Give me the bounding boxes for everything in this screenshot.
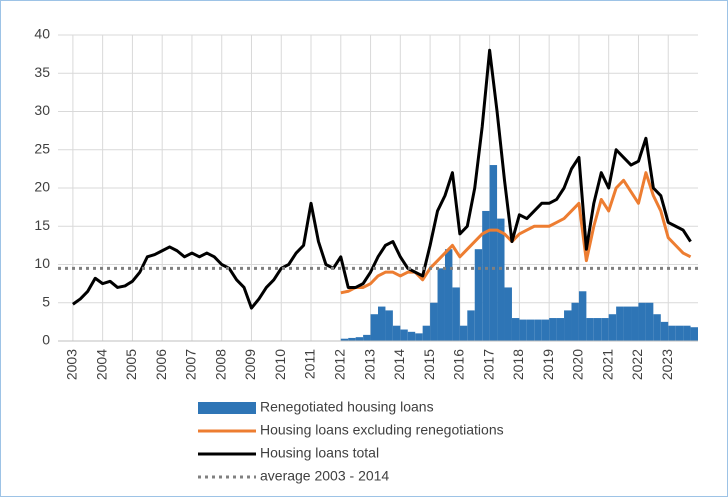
bar (363, 334, 371, 341)
y-tick-label: 20 (34, 179, 50, 195)
bar (348, 337, 356, 341)
bar (608, 314, 617, 341)
bar (578, 291, 587, 341)
y-tick-label: 10 (34, 255, 50, 271)
x-tick-label: 2012 (331, 349, 347, 380)
x-tick-label: 2005 (123, 349, 139, 380)
bar (400, 329, 408, 341)
bar (504, 287, 512, 341)
bar (601, 318, 609, 341)
line (72, 48, 692, 310)
bar (370, 314, 378, 341)
x-tick-label: 2003 (64, 349, 80, 380)
x-tick-label: 2021 (599, 349, 615, 380)
legend-swatch (198, 402, 256, 414)
bar (378, 306, 386, 341)
y-tick-label: 35 (34, 64, 50, 80)
bar (668, 325, 676, 341)
x-tick-label: 2017 (480, 349, 496, 380)
x-tick-label: 2015 (421, 349, 437, 380)
bar (407, 331, 416, 341)
x-tick-label: 2011 (302, 349, 318, 379)
x-tick-label: 2007 (183, 349, 199, 380)
bar (482, 210, 490, 341)
bar (645, 302, 654, 341)
x-tick-label: 2023 (659, 349, 675, 380)
x-tick-label: 2009 (242, 349, 258, 380)
bar (452, 287, 460, 341)
bar (571, 302, 579, 341)
bar (616, 306, 624, 341)
bar (444, 249, 453, 341)
x-tick-label: 2006 (153, 349, 169, 380)
bar (459, 325, 468, 341)
bar (660, 321, 669, 341)
x-tick-label: 2004 (93, 349, 109, 380)
bar (430, 302, 438, 341)
y-tick-label: 15 (34, 217, 50, 233)
bar (489, 165, 498, 341)
x-tick-label: 2016 (451, 349, 467, 380)
bar (690, 327, 698, 341)
bar (593, 318, 602, 341)
bar (631, 306, 639, 341)
bar (467, 310, 475, 341)
x-tick-label: 2018 (510, 349, 526, 380)
bar (623, 306, 632, 341)
x-tick-label: 2022 (629, 349, 645, 380)
legend-label: average 2003 - 2014 (260, 468, 389, 484)
x-tick-label: 2019 (540, 349, 556, 380)
y-tick-label: 30 (34, 102, 50, 118)
y-tick-label: 25 (34, 140, 50, 156)
bar (556, 318, 565, 341)
bar (564, 310, 572, 341)
legend-label: Renegotiated housing loans (260, 399, 434, 415)
bar (549, 318, 557, 341)
bar (385, 310, 393, 341)
y-tick-label: 5 (42, 293, 50, 309)
bar (638, 302, 646, 341)
legend-label: Housing loans excluding renegotiations (260, 422, 504, 438)
bar (474, 249, 483, 341)
y-tick-label: 0 (42, 332, 50, 348)
bar (683, 325, 691, 341)
bar (415, 333, 423, 341)
bar (534, 319, 542, 341)
bar (437, 268, 445, 341)
bar (541, 319, 550, 341)
x-tick-label: 2008 (212, 349, 228, 380)
bar (511, 318, 520, 341)
bar (653, 314, 661, 341)
bar (355, 337, 364, 341)
bar (526, 319, 535, 341)
x-tick-label: 2020 (570, 349, 586, 380)
bar (497, 218, 505, 341)
bar (586, 318, 594, 341)
bar (519, 319, 527, 341)
y-tick-label: 40 (34, 26, 50, 42)
bar (422, 325, 431, 341)
legend-label: Housing loans total (260, 445, 379, 461)
x-tick-label: 2010 (272, 349, 288, 380)
bar (675, 325, 684, 341)
bar (392, 325, 401, 341)
x-tick-label: 2013 (361, 349, 377, 380)
bar (340, 338, 349, 341)
x-tick-label: 2014 (391, 349, 407, 380)
line (340, 171, 692, 295)
